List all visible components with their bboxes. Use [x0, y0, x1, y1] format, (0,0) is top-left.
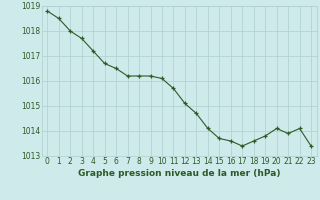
X-axis label: Graphe pression niveau de la mer (hPa): Graphe pression niveau de la mer (hPa): [78, 169, 280, 178]
